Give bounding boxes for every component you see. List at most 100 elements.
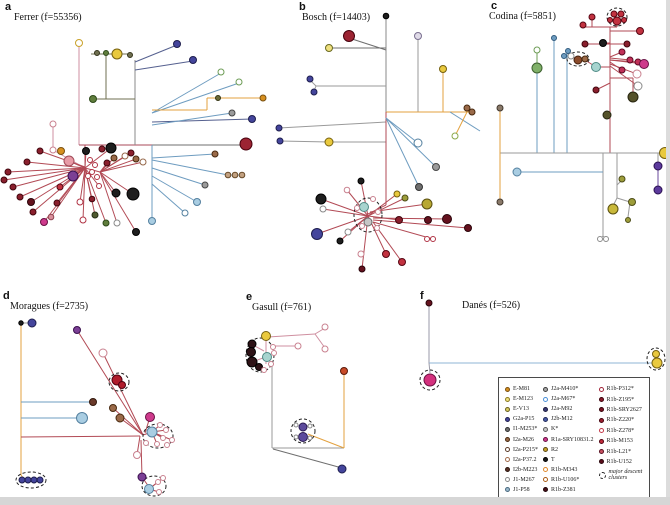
haplotype-node	[533, 46, 541, 54]
haplotype-node	[293, 422, 299, 428]
haplotype-node	[94, 50, 100, 56]
haplotype-node	[337, 464, 347, 474]
haplotype-node	[424, 216, 432, 224]
haplotype-node	[319, 205, 327, 213]
network-edge	[102, 352, 144, 436]
haplotype-node	[103, 50, 109, 56]
network-edge	[372, 221, 434, 240]
haplotype-node	[293, 434, 299, 440]
haplotype-node	[92, 162, 98, 168]
legend-item: E-M123	[505, 394, 538, 404]
haplotype-node	[271, 350, 277, 356]
panel-b-network	[275, 12, 481, 273]
haplotype-node	[610, 10, 618, 18]
haplotype-node	[217, 68, 225, 76]
haplotype-node	[581, 40, 589, 48]
haplotype-node	[298, 432, 308, 442]
haplotype-node	[30, 476, 38, 484]
descent-cluster-circle	[108, 372, 130, 392]
haplotype-node	[24, 476, 32, 484]
legend-item: J2a-M92	[543, 404, 594, 414]
page-edge-right	[666, 0, 670, 505]
legend-label: R2	[551, 446, 559, 453]
haplogroup-marker-icon	[543, 437, 548, 443]
haplotype-node	[115, 413, 125, 423]
legend-item: R1b-SRY2627	[598, 405, 653, 415]
haplotype-node	[653, 161, 663, 171]
legend-item: J1-P58	[505, 485, 538, 495]
panel-letter-a: a	[5, 1, 12, 13]
haplotype-node	[27, 318, 37, 328]
haplotype-node	[127, 52, 133, 58]
haplotype-node	[602, 110, 612, 120]
haplogroup-marker-icon	[505, 457, 510, 463]
haplotype-node	[621, 17, 627, 23]
panel-c-network	[496, 7, 670, 242]
haplotype-node	[581, 55, 589, 63]
network-edge	[385, 117, 420, 188]
haplotype-node	[344, 228, 352, 236]
legend-label: R1b-L21*	[606, 448, 632, 455]
legend-label: R1b-U152	[606, 458, 632, 465]
network-edge	[76, 329, 144, 436]
haplotype-node	[18, 320, 24, 326]
network-edge	[99, 158, 137, 173]
haplotype-node	[246, 347, 256, 357]
haplotype-node	[76, 412, 88, 424]
panel-letter-d: d	[3, 290, 10, 302]
haplotype-node	[246, 356, 258, 368]
haplotype-node	[16, 193, 24, 201]
haplotype-node	[531, 62, 543, 74]
network-edge	[151, 175, 198, 203]
haplotype-node	[154, 441, 160, 447]
haplotype-node	[496, 104, 504, 112]
haplotype-node	[359, 223, 365, 229]
network-edge	[151, 72, 222, 114]
haplotype-node	[224, 171, 232, 179]
haplotype-node	[67, 170, 79, 182]
haplogroup-marker-icon	[598, 428, 604, 434]
haplotype-node	[36, 147, 44, 155]
legend-label: E-V13	[513, 406, 529, 413]
haplotype-node	[111, 48, 123, 60]
haplogroup-marker-icon	[543, 386, 548, 392]
haplotype-node	[442, 214, 452, 224]
haplogroup-marker-icon	[505, 406, 510, 412]
haplotype-node	[298, 422, 308, 432]
haplotype-node	[143, 440, 149, 446]
haplotype-node	[57, 147, 65, 155]
network-edge	[119, 417, 144, 436]
haplotype-node	[375, 209, 381, 215]
haplotype-node	[146, 426, 158, 438]
haplotype-node	[307, 423, 313, 429]
panel-title-e: Gasull (f=761)	[252, 302, 312, 313]
network-edge	[7, 167, 86, 173]
network-edge	[20, 435, 141, 438]
haplotype-node	[144, 484, 154, 494]
network-edge	[372, 219, 469, 229]
haplotype-node	[4, 168, 12, 176]
haplotype-node	[321, 323, 329, 331]
haplotype-node	[617, 10, 625, 18]
haplotype-node	[639, 59, 649, 69]
haplogroup-marker-icon	[505, 416, 510, 422]
haplotype-node	[49, 120, 57, 128]
legend-item: I2b-M223	[505, 465, 538, 475]
haplotype-node	[132, 155, 140, 163]
legend-item: R1b-Z195*	[598, 394, 653, 404]
network-edge	[307, 433, 314, 437]
legend-item: R2	[543, 445, 594, 455]
legend-item: E-V13	[505, 404, 538, 414]
haplotype-node	[109, 404, 117, 412]
legend-item: I1-M253*	[505, 424, 538, 434]
legend-label: R1b-Z278*	[606, 427, 635, 434]
haplogroup-marker-icon	[598, 417, 604, 423]
network-edge	[26, 161, 86, 169]
haplotype-node	[310, 88, 318, 96]
legend-item: R1b-L21*	[598, 446, 653, 456]
legend-label: major descent clusters	[608, 469, 643, 482]
haplotype-node	[261, 367, 267, 373]
haplotype-node	[105, 142, 117, 154]
haplotype-node	[325, 44, 333, 52]
